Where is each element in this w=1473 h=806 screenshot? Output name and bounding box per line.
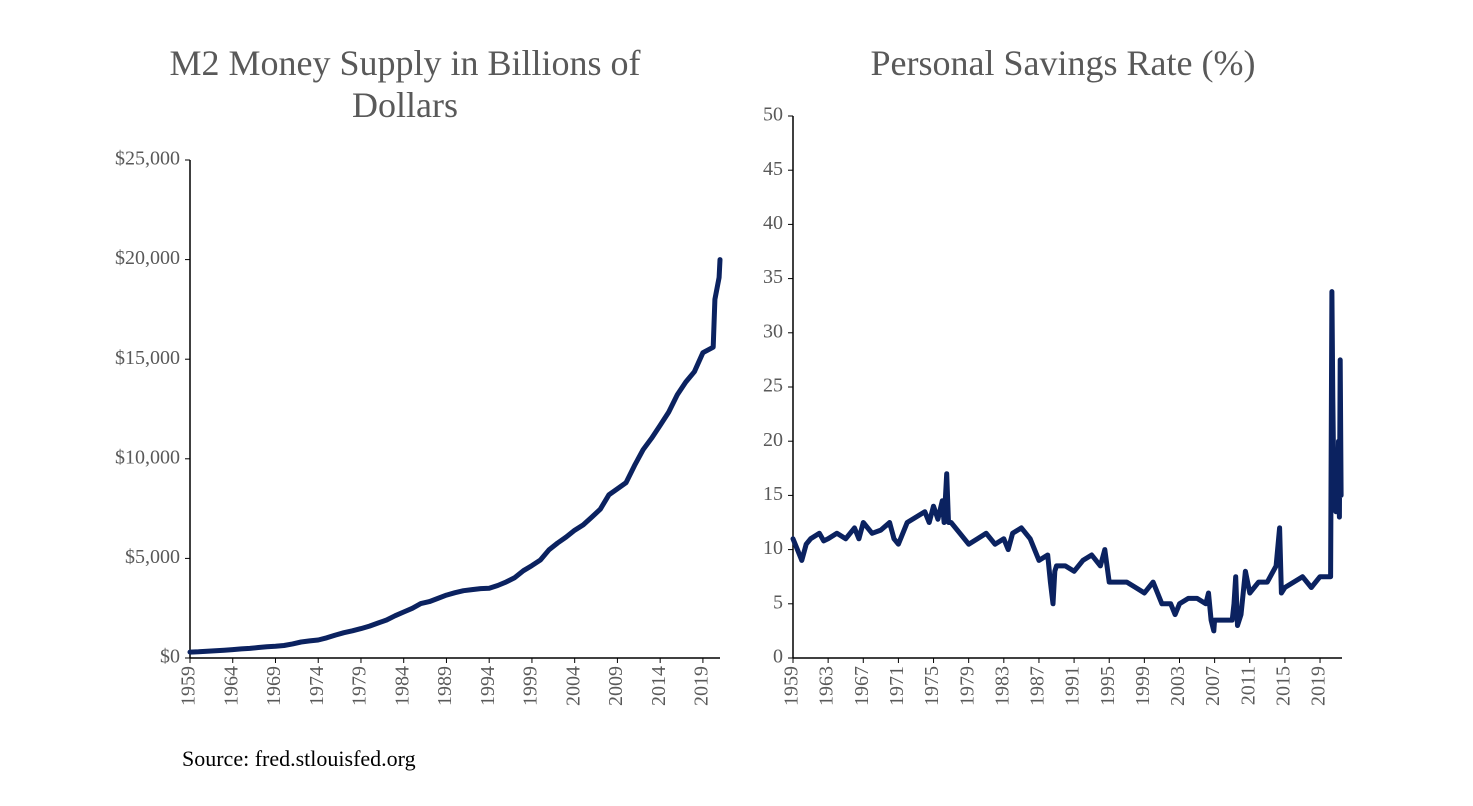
x-tick-label: 1999: [1132, 666, 1154, 706]
x-tick-label: 1984: [391, 666, 413, 706]
x-tick-label: 1974: [306, 666, 328, 706]
y-tick-label: $15,000: [115, 347, 180, 369]
y-tick-label: 30: [763, 320, 783, 342]
y-tick-label: 10: [763, 537, 783, 559]
y-tick-label: 15: [763, 483, 783, 505]
y-tick-label: 35: [763, 266, 783, 288]
x-tick-label: 1959: [781, 666, 803, 706]
y-tick-label: 45: [763, 158, 783, 180]
source-note: Source: fred.stlouisfed.org: [182, 746, 416, 771]
chart-title: Personal Savings Rate (%): [870, 43, 1256, 83]
x-tick-label: 2014: [648, 666, 670, 706]
x-tick-label: 1987: [1027, 666, 1049, 706]
x-tick-label: 1964: [220, 666, 242, 706]
x-tick-label: 2007: [1202, 666, 1224, 706]
y-tick-label: $25,000: [115, 148, 180, 170]
x-tick-label: 1994: [477, 666, 499, 706]
x-tick-label: 1963: [816, 666, 838, 706]
x-tick-label: 1991: [1062, 666, 1084, 706]
y-tick-label: 0: [773, 646, 783, 668]
y-tick-label: $20,000: [115, 247, 180, 269]
y-tick-label: $5,000: [125, 546, 180, 568]
x-tick-label: 2003: [1167, 666, 1189, 706]
x-tick-label: 1979: [349, 666, 371, 706]
x-tick-label: 2019: [690, 666, 712, 706]
chart-title: M2 Money Supply in Billions of Dollars: [169, 43, 641, 125]
y-tick-label: $0: [160, 646, 180, 668]
x-tick-label: 1967: [851, 666, 873, 706]
y-tick-label: 50: [763, 104, 783, 126]
y-tick-label: 25: [763, 375, 783, 397]
x-tick-label: 1959: [178, 666, 200, 706]
x-tick-label: 1975: [921, 666, 943, 706]
x-tick-label: 1971: [886, 666, 908, 706]
x-tick-label: 1989: [434, 666, 456, 706]
y-tick-label: $10,000: [115, 446, 180, 468]
x-tick-label: 1999: [520, 666, 542, 706]
data-line: [790, 289, 1344, 634]
x-tick-label: 1983: [991, 666, 1013, 706]
x-tick-label: 2011: [1237, 666, 1259, 705]
data-line: [187, 257, 723, 655]
x-tick-label: 2004: [562, 666, 584, 706]
y-tick-label: 5: [773, 591, 783, 613]
x-tick-label: 1995: [1097, 666, 1119, 706]
x-tick-label: 1979: [956, 666, 978, 706]
y-tick-label: 20: [763, 429, 783, 451]
x-tick-label: 2015: [1272, 666, 1294, 706]
x-tick-label: 1969: [263, 666, 285, 706]
x-tick-label: 2009: [605, 666, 627, 706]
y-tick-label: 40: [763, 212, 783, 234]
x-tick-label: 2019: [1308, 666, 1330, 706]
